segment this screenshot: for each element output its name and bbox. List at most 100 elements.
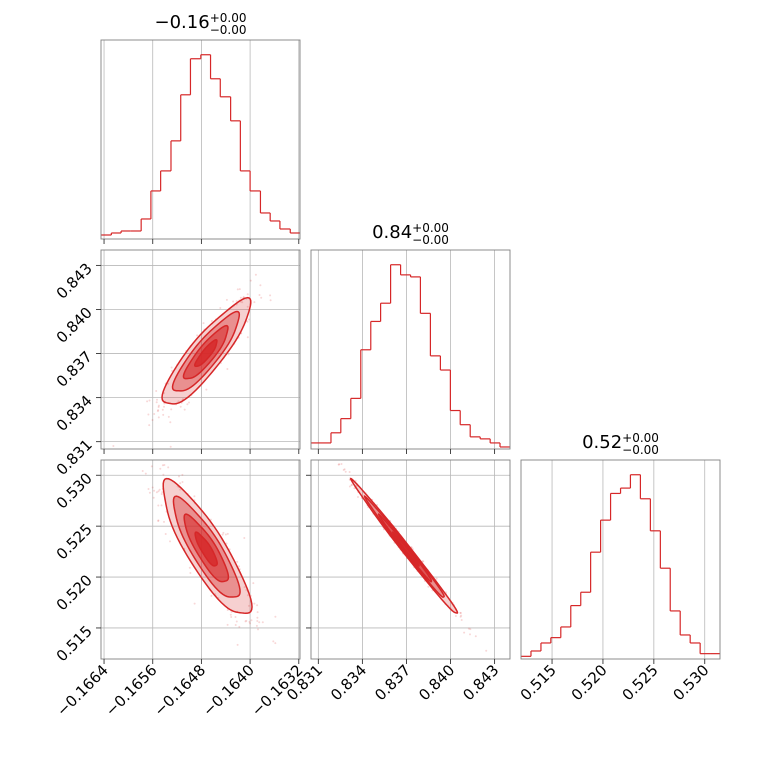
sample-point [353,487,356,490]
sample-point [427,585,430,588]
sample-point [219,307,222,309]
histogram-steps [521,474,720,657]
sample-point [133,449,135,451]
sample-point [253,301,256,304]
contour-line [377,513,433,583]
contour-fill [194,339,217,367]
x-tick-label: 0.525 [619,661,662,704]
sample-point [158,488,161,491]
sample-point [163,464,166,466]
sample-point [274,642,277,645]
y-tick-label: 0.831 [53,436,96,479]
title-value: 0.84 [372,222,412,243]
sample-point [350,484,353,487]
sample-point [243,537,246,539]
sample-point [221,533,224,536]
sample-point [147,413,150,416]
sample-point [161,491,164,494]
sample-point [454,615,457,617]
sample-point [161,464,164,467]
sample-point [337,463,340,466]
sample-point [169,540,171,543]
x-tick-label: 0.837 [371,661,414,704]
contour-fill [392,532,420,566]
title-err-plus: +0.00 [412,221,449,235]
panel-title-err-minus-0: −0.00 [210,23,247,37]
panel-frame [100,249,301,450]
histogram-steps [101,54,300,236]
panel-title-err-minus-2: −0.00 [622,443,659,457]
sample-point [238,625,241,628]
sample-point [157,406,160,408]
sample-point [153,456,155,458]
y-tick-label: 0.843 [53,260,96,303]
sample-point [236,288,239,291]
sample-point [323,451,325,453]
sample-point [261,621,264,624]
density-contours [323,451,488,652]
sample-point [256,616,259,619]
sample-point [156,398,158,401]
x-tick-label: 0.843 [459,661,502,704]
sample-point [205,388,208,391]
panel-title-1: 0.84+0.00 [372,221,449,243]
sample-point [152,496,155,499]
sample-point [150,455,152,457]
sample-point [161,408,164,411]
contour-line [194,338,218,368]
y-tick-label: 0.525 [53,520,96,563]
title-value: −0.16 [155,12,210,33]
sample-point [210,594,213,597]
sample-point [155,390,158,392]
sample-point [226,623,229,626]
sample-point [163,405,165,408]
sample-point [256,604,259,607]
contour-line [172,495,241,598]
sample-point [178,475,180,478]
sample-point [186,403,189,406]
sample-point [239,296,242,299]
title-err-plus: +0.00 [622,431,659,445]
sample-point [236,560,239,563]
sample-point [224,533,227,536]
x-tick-label: −0.1640 [199,661,258,720]
sample-point [246,320,249,323]
sample-point [112,445,115,447]
sample-point [183,408,186,411]
sample-point [146,400,149,403]
contour-line [391,531,420,567]
sample-point [167,415,170,418]
sample-point [244,620,247,623]
sample-point [226,609,229,611]
contour-line [363,494,445,598]
sample-point [153,489,156,492]
sample-point [181,473,184,476]
sample-point [222,531,225,534]
sample-point [269,294,272,297]
sample-point [157,404,160,407]
sample-point [148,424,151,427]
sample-point [151,419,154,421]
sample-point [177,400,180,403]
sample-point [235,300,238,303]
sample-point [256,611,259,614]
sample-point [157,504,160,507]
sample-point [238,565,240,568]
density-contours [112,273,272,448]
y-tick-label: 0.837 [53,348,96,391]
contour-line [161,296,252,405]
contour-fill [195,532,218,566]
sample-point [150,465,153,468]
y-tick-label: 0.530 [53,469,96,512]
panel-frame [100,39,301,240]
sample-point [193,602,196,605]
sample-point [157,490,160,493]
sample-point [162,413,165,416]
sample-point [181,481,184,483]
sample-point [156,410,159,413]
sample-point [422,560,425,563]
sample-point [241,301,244,304]
sample-point [340,463,343,465]
